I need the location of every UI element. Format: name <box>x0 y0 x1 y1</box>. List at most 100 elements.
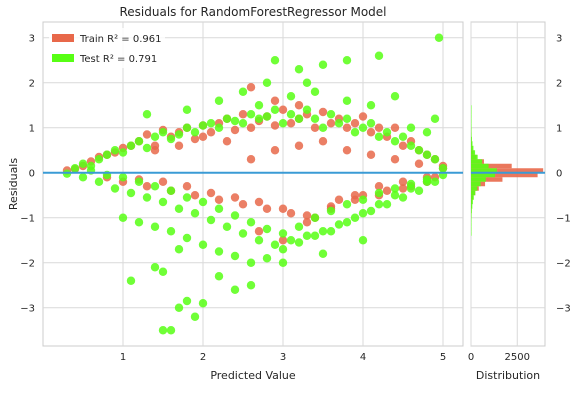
test-point <box>118 173 128 182</box>
test-point <box>358 195 368 204</box>
test-point <box>214 204 224 213</box>
distribution-test-bar <box>471 177 486 182</box>
test-point <box>126 276 136 285</box>
test-point <box>294 114 304 123</box>
train-point <box>414 159 424 168</box>
test-point <box>230 251 240 261</box>
test-point <box>254 114 264 123</box>
test-point <box>310 231 320 240</box>
distribution-y-tick-label: 0 <box>556 168 562 179</box>
test-point <box>190 312 200 321</box>
distribution-test-bar <box>471 172 496 178</box>
legend-swatch-test <box>52 54 74 62</box>
distribution-y-tick-label: 2 <box>556 78 562 89</box>
y-tick-labels: −3 −2 −1 0 1 2 3 <box>20 33 35 314</box>
test-point <box>310 213 320 222</box>
test-point <box>262 254 272 263</box>
test-point <box>230 285 240 294</box>
train-point <box>326 119 336 128</box>
train-point <box>302 211 312 220</box>
test-point <box>166 134 176 144</box>
distribution-x-tick-labels: 0 2500 <box>468 352 530 363</box>
test-point <box>334 119 344 128</box>
test-point <box>110 146 120 155</box>
test-point <box>302 78 312 87</box>
train-point <box>294 141 304 150</box>
train-point <box>366 150 376 159</box>
test-point <box>246 110 256 119</box>
distribution-test-bar <box>471 199 473 205</box>
test-point <box>414 146 424 155</box>
train-point <box>374 123 384 132</box>
train-point <box>334 195 344 204</box>
test-point <box>150 263 160 272</box>
test-point <box>374 132 384 141</box>
test-point <box>406 184 416 193</box>
train-point <box>246 155 256 164</box>
test-point <box>278 245 288 254</box>
test-point <box>326 110 336 119</box>
test-point <box>158 128 168 137</box>
test-point <box>158 197 168 207</box>
test-point <box>262 78 272 87</box>
train-point <box>230 193 240 202</box>
train-point <box>206 188 216 198</box>
test-point <box>430 114 440 123</box>
distribution-y-tick-label: 3 <box>556 33 562 44</box>
distribution-y-tick-labels: −3 −2 −1 0 1 2 3 <box>556 33 571 314</box>
test-point <box>246 281 256 290</box>
train-point <box>366 128 376 137</box>
test-point <box>182 123 192 132</box>
train-point <box>374 182 384 191</box>
x-tick-labels: 1 2 3 4 5 <box>120 352 446 363</box>
train-point <box>350 119 360 128</box>
distribution-x-tick-label: 0 <box>468 352 474 363</box>
distribution-test-bar <box>471 150 476 155</box>
test-point <box>134 137 144 146</box>
test-point <box>270 56 280 65</box>
distribution-test-bar <box>471 168 497 173</box>
train-point <box>158 177 168 186</box>
test-point <box>422 128 432 137</box>
test-point <box>150 132 160 141</box>
train-point <box>358 112 368 121</box>
test-point <box>174 130 184 139</box>
test-point <box>302 231 312 240</box>
distribution-test-bar <box>471 145 474 151</box>
distribution-test-bar <box>471 123 472 128</box>
x-tick-label: 3 <box>280 352 286 363</box>
test-point <box>294 222 304 231</box>
distribution-test-bar <box>471 208 472 214</box>
test-point <box>342 200 352 209</box>
test-point <box>326 227 336 236</box>
distribution-test-bar <box>471 127 472 133</box>
train-point <box>246 123 256 132</box>
distribution-x-axis-label: Distribution <box>476 369 540 382</box>
train-point <box>206 128 216 137</box>
test-point <box>230 116 240 126</box>
test-point <box>214 96 224 105</box>
test-point <box>342 96 352 105</box>
train-point <box>342 146 352 155</box>
test-point <box>366 101 376 110</box>
test-point <box>230 211 240 220</box>
distribution-test-bar <box>471 163 489 169</box>
distribution-test-bar <box>471 105 472 110</box>
test-point <box>262 112 272 121</box>
test-point <box>126 141 136 150</box>
train-point <box>302 218 312 227</box>
test-point <box>150 182 160 191</box>
test-point <box>166 227 176 236</box>
plot-area <box>42 21 464 347</box>
test-point <box>390 137 400 146</box>
distribution-y-tick-label: −2 <box>556 258 571 269</box>
y-tick-label: −1 <box>20 213 35 224</box>
train-point <box>254 227 264 236</box>
test-point <box>406 141 416 150</box>
distribution-test-bar <box>471 190 476 196</box>
legend: Train R² = 0.961 Test R² = 0.791 <box>49 28 165 68</box>
test-point <box>262 224 272 234</box>
test-point <box>350 128 360 137</box>
x-tick-label: 5 <box>440 352 446 363</box>
distribution-test-bar <box>471 226 472 232</box>
